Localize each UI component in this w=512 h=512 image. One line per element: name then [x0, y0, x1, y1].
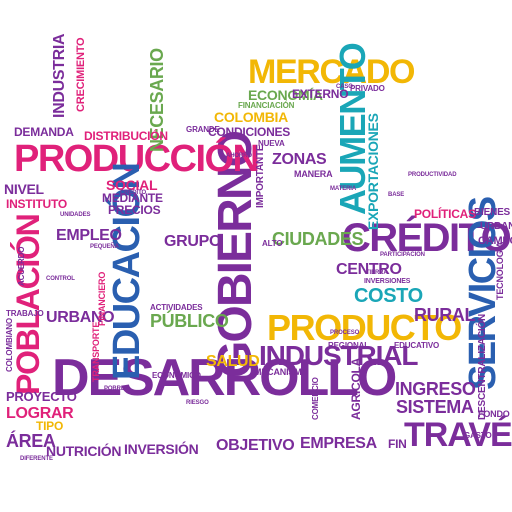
word-sistema: SISTEMA — [396, 397, 474, 417]
word-industrial: INDUSTRIAL — [259, 340, 418, 371]
word-colombiano: COLOMBIANO — [5, 318, 14, 372]
word-tipo: TIPO — [36, 419, 64, 433]
word-materia: MATERIA — [330, 186, 357, 192]
word-financiacion: FINANCIACIÓN — [238, 101, 295, 110]
word-distribucion: DISTRIBUCIÓN — [84, 129, 168, 143]
word-comercio: COMERCIO — [311, 377, 320, 420]
word-proceso: PROCESO — [330, 330, 360, 336]
word-transporte: TRANSPORTE — [91, 321, 101, 382]
word-urbana: URBANA — [480, 221, 512, 232]
word-unidades: UNIDADES — [60, 212, 91, 218]
word-objetivo: OBJETIVO — [216, 437, 295, 454]
word-proyecto: PROYECTO — [6, 389, 77, 404]
word-empresa: EMPRESA — [300, 435, 377, 452]
word-economia: ECONOMÍA — [248, 87, 323, 103]
word-nutricion: NUTRICIÓN — [46, 443, 122, 459]
word-inversiones: INVERSIONES — [364, 278, 411, 285]
word-traves: TRAVÉS — [404, 416, 512, 454]
word-grande: GRANDE — [186, 125, 220, 134]
word-ahorro: AHORRO — [226, 153, 252, 159]
word-bienes: BIENES — [474, 207, 511, 218]
word-alto: ALTO — [262, 239, 283, 248]
word-instituto: INSTITUTO — [6, 197, 67, 211]
word-crecimiento: CRECIMIENTO — [75, 37, 87, 112]
word-nueva: NUEVA — [258, 139, 285, 148]
word-grupo: GRUPO — [164, 233, 222, 250]
word-inversion: INVERSIÓN — [124, 441, 199, 457]
word-credito: CRÉDITO — [342, 216, 512, 260]
word-salud: SALUD — [206, 353, 260, 370]
word-condiciones: CONDICIONES — [208, 125, 291, 139]
word-zonas: ZONAS — [272, 151, 327, 168]
word-produccion: PRODUCCIÓN — [14, 138, 260, 180]
word-credito-small: CRÉDITO — [120, 190, 147, 196]
word-economico: ECONÓMICO — [152, 371, 201, 380]
word-desarrollo: DESARROLLO — [52, 349, 397, 407]
word-diferente: DIFERENTE — [20, 456, 53, 462]
word-control: CONTROL — [46, 276, 75, 282]
word-tecnologia: TECNOLOGÍA — [495, 241, 505, 300]
word-empleo: EMPLEO — [56, 227, 122, 244]
word-financiero: FINANCIERO — [97, 271, 107, 326]
word-lograr: LOGRAR — [6, 405, 74, 422]
word-privado: PRIVADO — [350, 84, 385, 93]
word-pequena: PEQUEÑA — [90, 244, 119, 250]
word-mediante: MEDIANTE — [102, 191, 163, 205]
word-trabajo: TRABAJO — [6, 309, 44, 318]
word-social: SOCIAL — [106, 177, 158, 193]
word-acuerdo: ACUERDO — [17, 246, 26, 286]
word-ciudades: CIUDADES — [272, 229, 364, 249]
word-importante: IMPORTANTE — [255, 144, 266, 208]
word-area: ÁREA — [6, 431, 56, 451]
word-agricola: AGRÍCOLA — [349, 357, 363, 420]
word-educativo: EDUCATIVO — [394, 341, 440, 350]
word-nivel: NIVEL — [4, 181, 44, 197]
word-fin: FIN — [388, 437, 407, 451]
word-manera: MANERA — [294, 169, 333, 179]
word-campo: CAMPO — [478, 235, 512, 247]
word-exportaciones: EXPORTACIONES — [365, 113, 381, 230]
word-producto: PRODUCTO — [267, 307, 462, 348]
word-tierra: TIERRA — [366, 270, 388, 276]
word-gasto: GASTO — [464, 431, 492, 440]
word-fondo: FONDO — [478, 409, 510, 419]
word-poblacion: POBLACIÓN — [10, 214, 46, 395]
word-externo: EXTERNO — [292, 87, 349, 101]
word-ingreso: INGRESO — [395, 379, 476, 399]
word-publico: PÚBLICO — [150, 311, 229, 331]
word-centro: CENTRO — [336, 261, 402, 278]
word-participacion: PARTICIPACIÓN — [380, 252, 425, 258]
word-regional: REGIONAL — [328, 341, 369, 350]
word-urbano: URBANO — [46, 309, 115, 326]
word-base: BASE — [388, 192, 405, 198]
word-precios: PRECIOS — [108, 203, 161, 217]
word-politicas: POLÍTICAS — [414, 207, 476, 221]
word-riesgo: RIESGO — [186, 400, 209, 406]
word-pobre: POBRE — [104, 386, 125, 392]
word-rural: RURAL — [414, 305, 476, 325]
word-mecanismo: MECANISMO — [254, 367, 309, 377]
word-productividad: PRODUCTIVIDAD — [408, 172, 457, 178]
word-industria: INDUSTRIA — [51, 33, 68, 118]
word-mercado: MERCADO — [248, 53, 416, 91]
word-caso: CASO — [336, 84, 353, 90]
word-actividades: ACTIVIDADES — [150, 303, 203, 312]
word-colombia: COLOMBIA — [214, 109, 288, 125]
word-descentralizacion: DESCENTRALIZACIÓN — [477, 313, 488, 420]
word-costo: COSTO — [354, 285, 423, 307]
word-demanda: DEMANDA — [14, 125, 74, 139]
